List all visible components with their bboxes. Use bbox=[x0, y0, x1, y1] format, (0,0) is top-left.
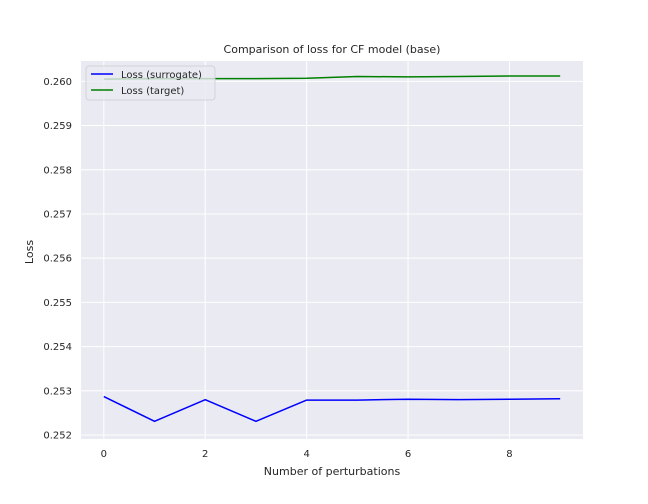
x-tick-label: 0 bbox=[101, 449, 107, 460]
x-tick-label: 8 bbox=[506, 449, 512, 460]
y-tick-label: 0.260 bbox=[43, 77, 72, 88]
y-tick-label: 0.255 bbox=[43, 298, 72, 309]
y-tick-label: 0.253 bbox=[43, 386, 72, 397]
y-tick-label: 0.258 bbox=[43, 165, 72, 176]
y-axis-label: Loss bbox=[23, 240, 36, 264]
x-tick-label: 2 bbox=[202, 449, 208, 460]
legend: Loss (surrogate) Loss (target) bbox=[85, 65, 216, 101]
x-axis-label: Number of perturbations bbox=[264, 465, 401, 478]
x-tick-label: 6 bbox=[405, 449, 411, 460]
legend-label-surrogate: Loss (surrogate) bbox=[121, 70, 202, 81]
grid-lines bbox=[81, 61, 583, 439]
y-tick-label: 0.254 bbox=[43, 342, 72, 353]
legend-box bbox=[85, 65, 216, 101]
series-line-surrogate bbox=[103, 395, 561, 423]
y-tick-label: 0.259 bbox=[43, 121, 72, 132]
legend-label-target: Loss (target) bbox=[121, 86, 184, 97]
y-tick-label: 0.252 bbox=[43, 431, 72, 442]
y-tick-label: 0.257 bbox=[43, 209, 72, 220]
plot-background bbox=[81, 61, 583, 439]
x-tick-label: 4 bbox=[303, 449, 309, 460]
tick-labels: 0 2 4 6 8 0.252 0.253 0.254 0.255 0.256 0.257 0.258… bbox=[43, 77, 512, 460]
chart-title: Comparison of loss for CF model (base) bbox=[224, 43, 441, 56]
y-tick-label: 0.256 bbox=[43, 254, 72, 265]
